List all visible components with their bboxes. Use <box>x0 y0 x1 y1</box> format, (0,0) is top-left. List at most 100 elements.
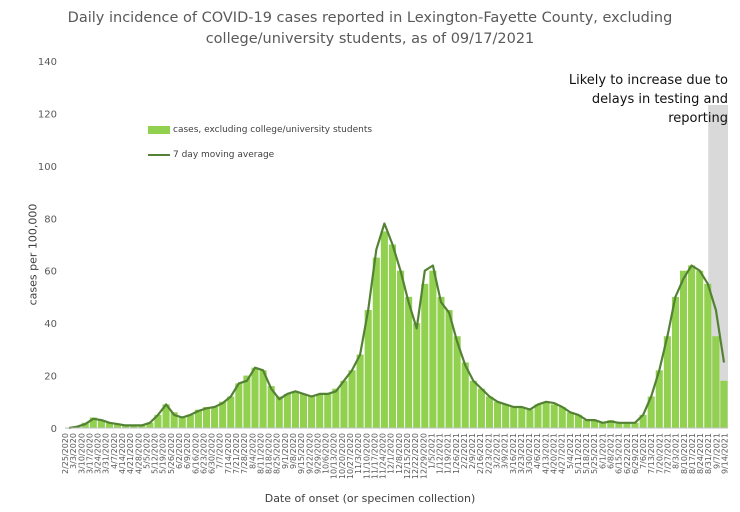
case-bar <box>655 370 663 428</box>
x-tick-label: 5/25/2021 <box>590 433 599 474</box>
x-tick-label: 3/2/2021 <box>493 433 502 469</box>
x-tick-label: 6/1/2021 <box>598 433 607 469</box>
x-tick-label: 1/5/2021 <box>427 433 436 469</box>
x-tick-label: 4/7/2020 <box>110 433 119 469</box>
x-tick-label: 7/14/2020 <box>224 433 233 474</box>
case-bar <box>704 283 712 428</box>
case-bar <box>720 380 728 428</box>
case-bar <box>227 396 235 428</box>
case-bar <box>494 401 502 428</box>
x-tick-label: 7/21/2020 <box>232 433 241 474</box>
case-bar <box>348 370 356 428</box>
case-bar <box>178 417 186 428</box>
case-bar <box>154 414 162 428</box>
case-bar <box>170 412 178 428</box>
x-tick-label: 8/4/2020 <box>248 433 257 469</box>
x-tick-label: 7/7/2020 <box>216 433 225 469</box>
x-tick-label: 6/9/2020 <box>183 433 192 469</box>
chart-title-line-2: college/university students, as of 09/17… <box>205 31 535 47</box>
x-tick-label: 6/8/2021 <box>607 433 616 469</box>
case-bar <box>340 380 348 428</box>
case-bar <box>105 422 114 428</box>
x-tick-label: 9/1/2020 <box>281 433 290 469</box>
case-bar <box>518 407 526 428</box>
case-bar <box>712 336 720 428</box>
case-bar <box>453 336 461 428</box>
x-tick-label: 8/11/2020 <box>256 433 265 474</box>
x-tick-label: 6/2/2020 <box>175 433 184 469</box>
x-tick-label: 4/27/2021 <box>558 433 567 474</box>
y-tick-label: 140 <box>38 57 57 68</box>
case-bar <box>380 231 388 428</box>
x-tick-label: 8/24/2021 <box>696 433 705 474</box>
x-tick-label: 8/17/2021 <box>688 433 697 474</box>
case-bar <box>332 388 340 428</box>
case-bar <box>235 383 243 428</box>
case-bar <box>574 414 582 428</box>
case-bar <box>502 404 510 428</box>
x-tick-label: 9/15/2020 <box>297 433 306 474</box>
x-tick-label: 4/14/2020 <box>118 433 127 474</box>
x-tick-label: 3/31/2020 <box>102 433 111 474</box>
case-bar <box>138 425 146 428</box>
x-tick-label: 8/18/2020 <box>265 433 274 474</box>
case-bar <box>647 396 655 428</box>
case-bar <box>202 407 211 428</box>
case-bar <box>615 422 623 428</box>
x-tick-label: 9/29/2020 <box>313 433 322 474</box>
case-bar <box>461 362 469 428</box>
case-bar <box>267 386 275 428</box>
x-tick-label: 7/6/2021 <box>639 433 648 469</box>
y-tick-label: 80 <box>44 214 57 225</box>
case-bar <box>97 420 105 428</box>
x-tick-label: 12/29/2020 <box>419 433 428 479</box>
legend-label-cases: cases, excluding college/university stud… <box>173 125 373 135</box>
x-tick-label: 3/30/2021 <box>525 433 534 474</box>
x-tick-label: 5/19/2020 <box>159 433 168 474</box>
y-tick-label: 40 <box>44 319 57 330</box>
x-tick-label: 2/9/2021 <box>468 433 477 469</box>
x-tick-label: 10/13/2020 <box>330 433 339 479</box>
case-bar <box>526 409 534 428</box>
y-tick-label: 60 <box>44 267 57 278</box>
x-tick-label: 3/9/2021 <box>501 433 510 469</box>
chart-title-line-1: Daily incidence of COVID-19 cases report… <box>67 10 673 26</box>
x-tick-label: 5/26/2020 <box>167 433 176 474</box>
case-bar <box>388 244 396 428</box>
x-tick-label: 4/21/2020 <box>126 433 135 474</box>
case-bar <box>299 393 308 428</box>
case-bar <box>162 404 170 428</box>
case-bar <box>534 404 542 428</box>
x-tick-label: 6/22/2021 <box>623 433 632 474</box>
case-bar <box>81 422 89 428</box>
x-tick-label: 12/15/2020 <box>403 433 412 479</box>
x-tick-label: 3/23/2021 <box>517 433 526 474</box>
case-bar <box>550 404 558 428</box>
case-bar <box>591 420 599 428</box>
x-tick-label: 5/5/2020 <box>142 433 151 469</box>
case-bar <box>510 407 518 428</box>
delay-note-line-1: Likely to increase due to <box>568 73 728 88</box>
case-bar <box>445 310 453 428</box>
y-tick-label: 0 <box>51 424 57 435</box>
case-bar <box>623 422 631 428</box>
x-tick-label: 10/20/2020 <box>338 433 347 479</box>
case-bar <box>372 257 380 428</box>
x-tick-label: 6/15/2021 <box>615 433 624 474</box>
x-tick-label: 2/25/2020 <box>61 433 70 474</box>
moving-average-line <box>68 222 726 430</box>
x-tick-label: 7/20/2021 <box>655 433 664 474</box>
y-tick-label: 100 <box>38 162 57 173</box>
x-tick-label: 12/8/2020 <box>395 433 404 474</box>
x-tick-label: 4/28/2020 <box>134 433 143 474</box>
case-bar <box>308 396 316 428</box>
case-bar <box>324 393 332 428</box>
x-tick-label: 3/16/2021 <box>509 433 518 474</box>
legend-label-average: 7 day moving average <box>173 150 275 160</box>
x-tick-label: 4/20/2021 <box>550 433 559 474</box>
x-tick-label: 12/1/2020 <box>387 433 396 474</box>
x-tick-label: 8/31/2021 <box>704 433 713 474</box>
case-bar <box>356 354 364 428</box>
case-bar <box>275 396 283 428</box>
